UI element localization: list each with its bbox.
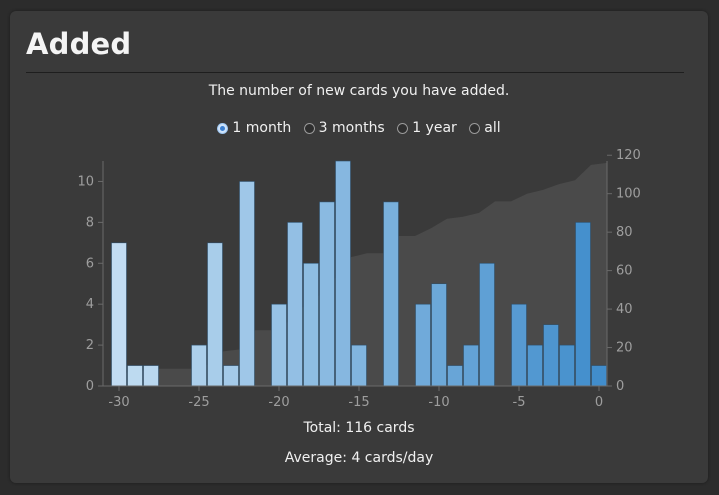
bar (271, 303, 287, 387)
bar (543, 324, 559, 387)
y-tick-label: 2 (86, 338, 94, 353)
y2-tick-label: 80 (616, 225, 633, 240)
radio-icon[interactable] (217, 122, 229, 134)
bar (223, 365, 239, 387)
y-tick-label: 6 (86, 256, 94, 271)
total-value: 116 cards (345, 420, 415, 436)
bar (559, 344, 575, 387)
bar (303, 262, 319, 387)
title-divider (26, 72, 684, 73)
average-summary: Average: 4 cards/day (10, 450, 708, 466)
radio-icon[interactable] (397, 122, 409, 134)
bar (511, 303, 527, 387)
x-tick-label: -25 (188, 395, 209, 410)
range-option-1-year[interactable]: 1 year (397, 120, 457, 136)
x-tick-label: -5 (513, 395, 526, 410)
bar (319, 201, 335, 387)
bar (111, 242, 127, 387)
average-label: Average: (284, 450, 347, 466)
card-title: Added (26, 27, 132, 61)
range-option-all[interactable]: all (469, 120, 501, 136)
bar (191, 344, 207, 387)
bar (463, 344, 479, 387)
bar (527, 344, 543, 387)
range-option-label: 3 months (318, 120, 385, 136)
radio-icon[interactable] (469, 122, 481, 134)
x-tick-label: -20 (268, 395, 289, 410)
total-label: Total: (303, 420, 341, 436)
y2-tick-label: 40 (616, 302, 633, 317)
bar (335, 160, 351, 387)
bar (575, 222, 591, 387)
y2-tick-label: 100 (616, 187, 641, 202)
y2-tick-label: 120 (616, 148, 641, 163)
x-tick-label: -10 (428, 395, 449, 410)
x-tick-label: 0 (595, 395, 603, 410)
bar (287, 222, 303, 387)
bar (447, 365, 463, 387)
bar (415, 303, 431, 387)
range-option-1-month[interactable]: 1 month (217, 120, 291, 136)
bar (383, 201, 399, 387)
range-option-label: 1 month (232, 120, 292, 136)
bar (591, 365, 607, 387)
bar (351, 344, 367, 387)
radio-icon[interactable] (303, 122, 315, 134)
x-tick-label: -30 (108, 395, 129, 410)
range-option-label: 1 year (412, 120, 457, 136)
y-tick-label: 8 (86, 215, 94, 230)
added-card: Added The number of new cards you have a… (10, 11, 708, 483)
bar (479, 262, 495, 387)
range-selector: 1 month 3 months 1 year all (10, 120, 708, 138)
y-tick-label: 0 (86, 379, 94, 394)
bar (127, 365, 143, 387)
bar (207, 242, 223, 387)
bar (431, 283, 447, 387)
y-tick-label: 4 (86, 297, 94, 312)
bar (239, 181, 255, 387)
total-summary: Total: 116 cards (10, 420, 708, 436)
bar (143, 365, 159, 387)
average-value: 4 cards/day (351, 450, 434, 466)
y2-tick-label: 60 (616, 264, 633, 279)
y-tick-label: 10 (77, 174, 94, 189)
card-description: The number of new cards you have added. (208, 83, 510, 99)
y2-tick-label: 20 (616, 341, 633, 356)
range-option-label: all (484, 120, 501, 136)
range-option-3-months[interactable]: 3 months (303, 120, 385, 136)
y2-tick-label: 0 (616, 379, 624, 394)
x-tick-label: -15 (348, 395, 369, 410)
